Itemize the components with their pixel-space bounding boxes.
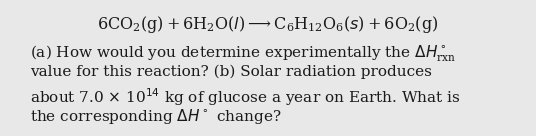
- Text: the corresponding $\Delta H^\circ$ change?: the corresponding $\Delta H^\circ$ chang…: [30, 107, 281, 126]
- Text: value for this reaction? (b) Solar radiation produces: value for this reaction? (b) Solar radia…: [30, 65, 432, 79]
- Text: (a) How would you determine experimentally the $\Delta H^\circ_{\mathregular{rxn: (a) How would you determine experimental…: [30, 44, 456, 64]
- Text: about 7.0 $\times$ 10$^{14}$ kg of glucose a year on Earth. What is: about 7.0 $\times$ 10$^{14}$ kg of gluco…: [30, 86, 460, 108]
- Text: $\mathregular{6CO_2(g) + 6H_2O(\mathit{l}) \longrightarrow C_6H_{12}O_6(\mathit{: $\mathregular{6CO_2(g) + 6H_2O(\mathit{l…: [98, 14, 438, 35]
